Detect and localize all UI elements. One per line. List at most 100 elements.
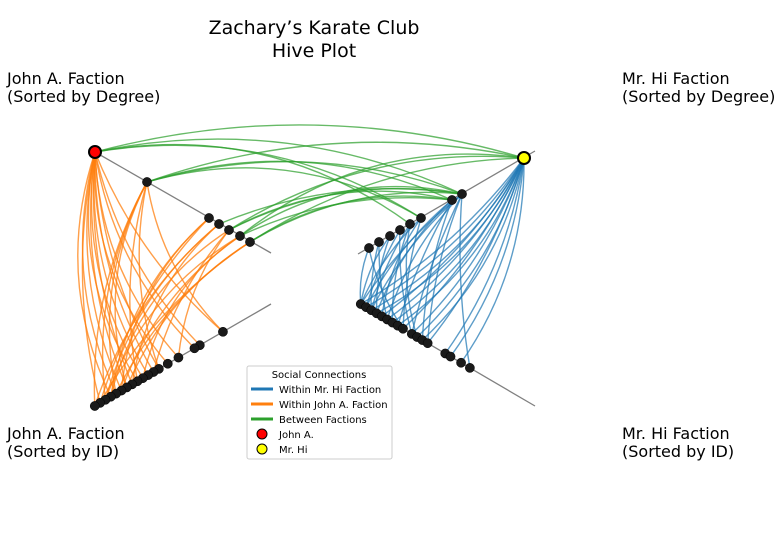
axis-label-john-id-2: (Sorted by ID) — [7, 442, 119, 461]
node — [218, 326, 228, 337]
edge-within-mr-hi — [378, 241, 388, 320]
edge-within-mr-hi — [370, 241, 380, 311]
edge-within-john — [81, 151, 117, 394]
node — [142, 177, 152, 187]
edge-within-mr-hi — [397, 199, 453, 326]
axis-label-john-id-1: John A. Faction — [6, 424, 125, 443]
edge-within-mr-hi — [402, 157, 525, 330]
node — [456, 357, 466, 368]
edge-within-john — [94, 151, 224, 333]
node — [245, 237, 255, 247]
edge-within-john — [114, 181, 148, 388]
edge-within-mr-hi — [421, 157, 525, 341]
edge-within-john — [93, 151, 169, 365]
edge-within-mr-hi — [365, 157, 525, 308]
edge-within-john — [104, 235, 241, 401]
node — [398, 323, 408, 334]
edge-within-mr-hi — [459, 193, 471, 369]
title-line-2: Hive Plot — [272, 40, 356, 62]
node — [416, 213, 426, 223]
node — [447, 195, 457, 205]
node — [385, 231, 395, 241]
legend-label-between: Between Factions — [279, 415, 367, 426]
legend-frame — [246, 365, 393, 460]
node — [457, 189, 467, 199]
axis-label-mrhi-degree-1: Mr. Hi Faction — [622, 69, 730, 88]
edge-within-john — [146, 181, 224, 333]
edge-within-john — [126, 241, 251, 388]
node — [405, 219, 415, 229]
legend: Social Connections Within Mr. Hi Faction… — [246, 365, 393, 460]
edge-within-john — [77, 151, 112, 398]
edge-between — [146, 141, 525, 183]
edge-within-john — [104, 223, 220, 400]
node — [162, 358, 173, 369]
edge-within-mr-hi — [427, 157, 525, 344]
edge-between — [94, 138, 463, 195]
edge-within-mr-hi — [370, 223, 411, 311]
edge-within-mr-hi — [375, 199, 453, 314]
axis-label-mrhi-degree-2: (Sorted by Degree) — [622, 87, 775, 106]
node — [224, 225, 234, 235]
edge-within-mr-hi — [444, 157, 525, 354]
node — [445, 351, 456, 362]
node-john-a — [88, 145, 102, 159]
edge-within-john — [142, 235, 241, 379]
edge-within-mr-hi — [376, 157, 525, 314]
edge-within-mr-hi — [421, 199, 453, 341]
edge-within-john — [92, 151, 133, 385]
edge-within-john — [177, 229, 230, 358]
edge-between — [146, 167, 422, 219]
edge-within-john — [81, 151, 101, 404]
edge-within-john — [94, 151, 201, 346]
node — [374, 237, 384, 247]
node — [465, 363, 475, 373]
edge-between — [239, 185, 463, 237]
node — [204, 213, 214, 223]
legend-label-within-mr-hi: Within Mr. Hi Faction — [279, 385, 381, 396]
edge-within-mr-hi — [460, 157, 525, 364]
edge-between — [94, 124, 525, 159]
title-line-1: Zachary’s Karate Club — [209, 17, 420, 39]
edge-within-john — [110, 229, 230, 397]
edge-within-john — [129, 181, 148, 382]
legend-label-mr-hi: Mr. Hi — [279, 445, 307, 456]
edge-within-john — [94, 151, 155, 373]
edge-between — [249, 157, 525, 243]
edge-between — [239, 153, 525, 237]
node — [364, 243, 374, 253]
axis-label-mrhi-id-1: Mr. Hi Faction — [622, 424, 730, 443]
edge-between — [146, 160, 453, 201]
node — [235, 231, 245, 241]
edge-within-john — [99, 217, 210, 404]
edge-within-john — [86, 151, 123, 391]
edge-within-john — [131, 223, 220, 385]
node — [214, 219, 224, 229]
edge-within-mr-hi — [402, 217, 422, 329]
edge-within-mr-hi — [398, 229, 413, 335]
axis-label-mrhi-id-2: (Sorted by ID) — [622, 442, 734, 461]
edge-within-mr-hi — [386, 157, 525, 321]
edge-within-mr-hi — [381, 157, 525, 317]
node-mr-hi — [517, 151, 531, 165]
axis-label-john-degree-2: (Sorted by Degree) — [7, 87, 160, 106]
edge-within-john — [94, 151, 195, 349]
legend-marker-mr-hi — [256, 443, 268, 455]
legend-label-john: John A. — [278, 430, 314, 441]
legend-label-within-john: Within John A. Faction — [279, 400, 388, 411]
legend-marker-john — [256, 428, 268, 440]
node — [422, 338, 433, 349]
edge-between — [228, 155, 525, 231]
node — [395, 225, 405, 235]
node — [189, 343, 200, 354]
nodes-layer — [88, 145, 531, 411]
edge-within-mr-hi — [365, 199, 453, 308]
edge-within-mr-hi — [426, 193, 463, 344]
edge-within-mr-hi — [360, 157, 525, 305]
edge-within-mr-hi — [360, 235, 391, 305]
edge-within-mr-hi — [405, 223, 418, 338]
legend-title: Social Connections — [272, 370, 367, 381]
edge-between — [228, 190, 453, 231]
node — [173, 352, 184, 363]
